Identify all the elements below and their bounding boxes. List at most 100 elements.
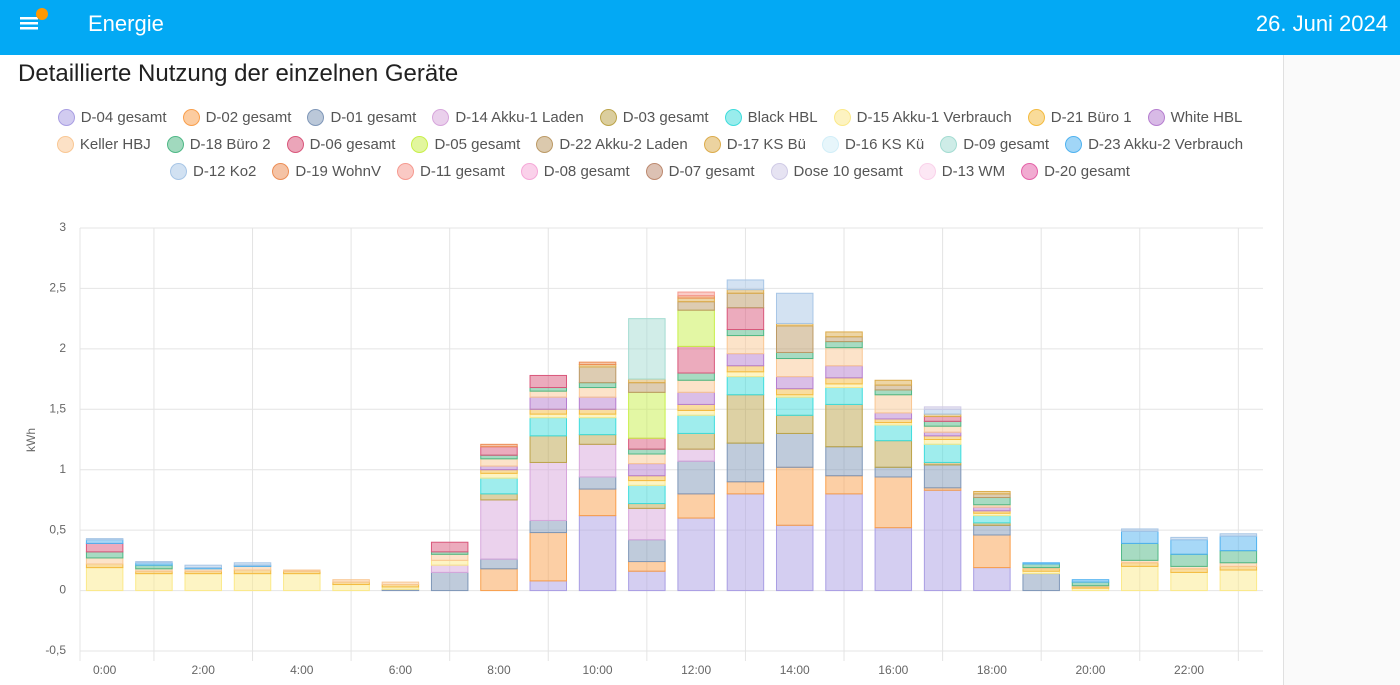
bar-segment [578,366,617,384]
bar-segment [677,460,715,495]
legend-item[interactable]: D-22 Akku-2 Laden [536,135,688,154]
bar-segment [973,490,1011,495]
bar-segment [1170,536,1208,541]
bar-segment [973,493,1011,499]
legend-item[interactable]: D-08 gesamt [520,162,630,181]
legend-item[interactable]: D-05 gesamt [411,135,520,154]
legend-item[interactable]: Black HBL [724,108,818,127]
bar-segment [677,432,715,450]
legend-swatch [645,163,663,180]
bar-segment [480,469,518,474]
bar-segment [825,475,863,495]
bar-segment [1121,528,1159,532]
bar-segment [677,297,715,303]
legend-item[interactable]: D-16 KS Kü [821,135,924,154]
legend-item[interactable]: D-19 WohnV [272,162,381,181]
legend: D-04 gesamt D-02 gesamt D-01 gesamt D-14 Ak… [40,108,1260,181]
bar-segment [923,425,962,433]
legend-swatch [170,163,188,180]
y-tick-label: -0,5 [45,643,66,657]
legend-label: Black HBL [747,109,818,126]
legend-item[interactable]: D-03 gesamt [599,108,709,127]
legend-item[interactable]: D-20 gesamt [1021,162,1130,181]
bar-segment [85,563,124,569]
legend-item[interactable]: Dose 10 gesamt [770,162,903,181]
legend-label: Keller HBJ [79,136,151,153]
legend-item[interactable]: D-18 Büro 2 [166,135,271,154]
bar-segment [480,493,518,501]
legend-label: D-12 Ko2 [193,163,257,180]
bar-segment [775,396,814,416]
legend-item[interactable]: D-14 Akku-1 Laden [432,108,584,127]
bar-segment [825,336,863,343]
legend-item[interactable]: D-07 gesamt [645,162,755,181]
bar-segment [726,353,765,367]
bar-segment [923,416,962,422]
legend-item[interactable]: D-02 gesamt [182,108,292,127]
legend-item[interactable]: D-17 KS Bü [703,135,806,154]
bar-segment [628,463,666,477]
legend-item[interactable]: D-11 gesamt [397,162,505,181]
legend-item[interactable]: White HBL [1147,108,1242,127]
legend-item[interactable]: D-06 gesamt [286,135,395,154]
date[interactable]: 26. Juni 2024 [1255,11,1388,36]
bar-segment [726,394,765,444]
bar-segment [1170,571,1208,592]
legend-label: D-01 gesamt [330,109,417,126]
bar-segment [677,403,715,411]
bar-segment [578,361,617,366]
legend-item[interactable]: D-23 Akku-2 Verbrauch [1065,135,1243,154]
legend-label: D-04 gesamt [80,109,167,126]
bar-segment [1219,562,1258,567]
bar-segment [677,372,715,381]
bar-segment [726,279,765,291]
legend-label: D-02 gesamt [205,109,292,126]
legend-item[interactable]: D-15 Akku-1 Verbrauch [833,108,1012,127]
bar-segment [184,573,222,592]
x-tick-label: 14:00 [780,663,810,677]
bar-segment [874,476,913,529]
legend-swatch [272,163,290,180]
bar-segment [775,432,814,468]
bar-segment [677,291,715,297]
bar-segment [332,579,370,583]
legend-item[interactable]: D-13 WM [918,162,1005,181]
legend-swatch [918,163,936,180]
bar-segment [973,506,1011,512]
bar-segment [85,538,124,541]
legend-item[interactable]: D-12 Ko2 [170,162,256,181]
legend-label: D-23 Akku-2 Verbrauch [1088,136,1244,153]
bar-segment [628,570,666,592]
y-tick-label: 2,5 [49,281,66,295]
bar-segment [726,493,765,592]
bar-segment [923,464,962,489]
legend-item[interactable]: D-04 gesamt [57,108,167,127]
bar-segment [726,365,765,373]
top-bar: Energie 26. Juni 2024 [0,0,1400,55]
bar-segment [825,365,863,379]
legend-item[interactable]: D-01 gesamt [307,108,416,127]
page-title: Energie [88,11,164,36]
legend-item[interactable]: Keller HBJ [56,135,151,154]
bar-segment [529,580,568,592]
legend-label: D-03 gesamt [622,109,709,126]
bar-segment [677,345,715,374]
bar-segment [1121,542,1159,561]
bar-segment [923,439,962,445]
bar-segment [973,567,1011,592]
legend-item[interactable]: D-21 Büro 1 [1027,108,1132,127]
bar-segment [775,466,814,526]
legend-label: D-20 gesamt [1044,163,1130,180]
legend-swatch [307,109,325,126]
menu-button[interactable] [14,0,74,55]
x-tick-label: 10:00 [583,663,613,677]
legend-item[interactable]: D-09 gesamt [940,135,1049,154]
bar-segment [677,391,715,405]
bar-segment [628,480,666,486]
bar-segment [825,493,863,592]
bar-segment [973,515,1011,524]
bar-segment [529,519,568,534]
bar-segment [480,465,518,471]
bar-segment [726,335,765,355]
y-axis-label: kWh [24,428,38,452]
